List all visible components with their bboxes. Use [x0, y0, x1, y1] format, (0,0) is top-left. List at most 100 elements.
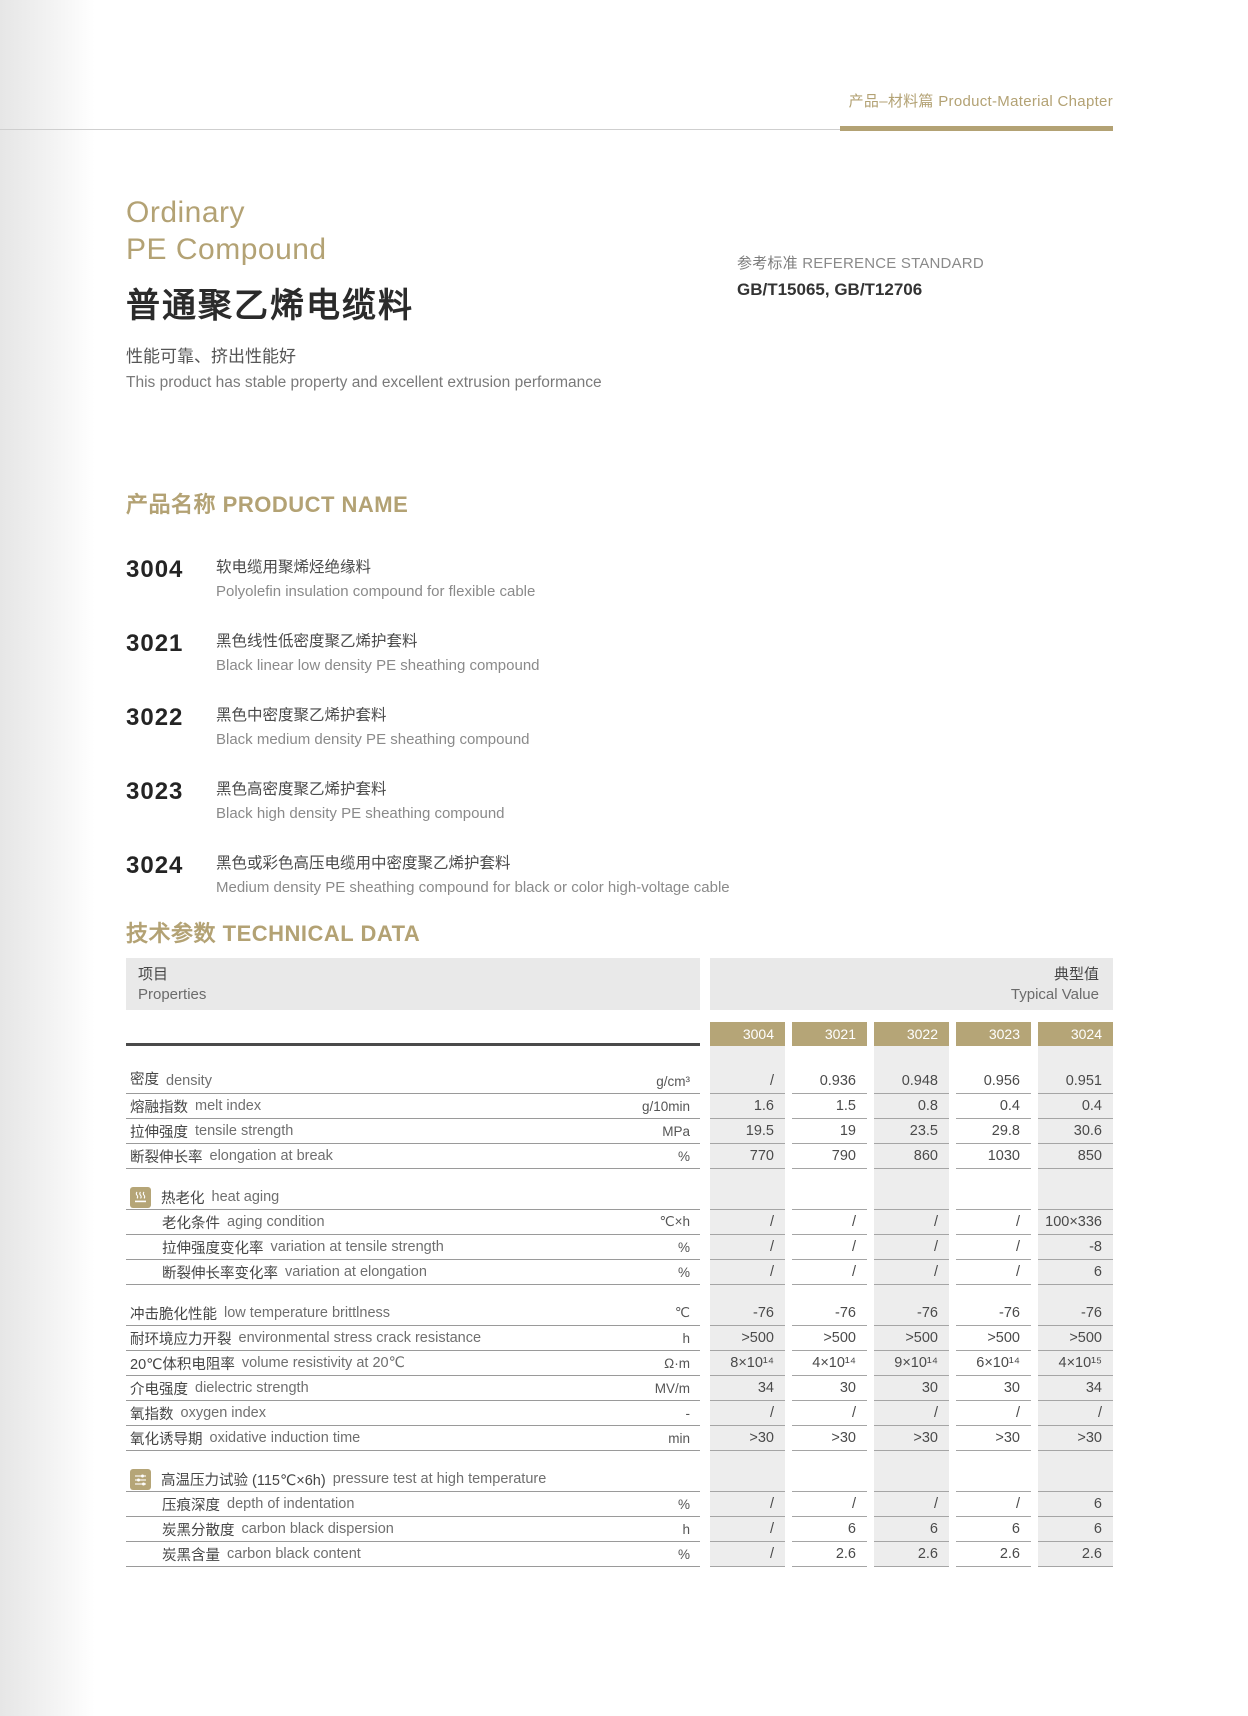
row-label-en: pressure test at high temperature — [332, 1471, 547, 1487]
row-values: /0.936 0.948 0.956 0.951 — [710, 1046, 1113, 1094]
value-cell-3024: 100×336 — [1038, 1210, 1113, 1235]
title-block: Ordinary PE Compound 普通聚乙烯电缆料 — [126, 194, 414, 327]
row-label-cell: 拉伸强度 tensile strength MPa — [126, 1119, 700, 1144]
value-cell-3024: -76 — [1038, 1301, 1113, 1326]
row-label-en: elongation at break — [209, 1148, 333, 1164]
row-label-zh: 高温压力试验 (115℃×6h) — [161, 1472, 326, 1489]
row-values: / / / / 6 — [710, 1260, 1113, 1285]
column-header-3021: 3021 — [792, 1022, 867, 1046]
value-cell-3004: / — [710, 1210, 785, 1235]
product-code: 3022 — [126, 704, 184, 731]
value-cell-3024: 0.4 — [1038, 1094, 1113, 1119]
value-cell-3021: / — [792, 1260, 867, 1285]
value-cell-3004: / — [710, 1542, 785, 1567]
row-label-cell: 压痕深度 depth of indentation% — [126, 1492, 700, 1517]
product-description-en: Medium density PE sheathing compound for… — [216, 879, 730, 896]
value-cell-3004: 1.6 — [710, 1094, 785, 1119]
row-values: >500 >500 >500 >500 >500 — [710, 1326, 1113, 1351]
value-cell-3024: 4×10¹⁵ — [1038, 1351, 1113, 1376]
technical-data-table: 密度 density g/cm³/0.936 0.948 0.956 0.951 熔融指数 m… — [126, 1046, 1113, 1567]
row-label-cell: 氧指数 oxygen index - — [126, 1401, 700, 1426]
technical-heading-en: TECHNICAL DATA — [222, 921, 421, 946]
product-list-item: 3024 黑色或彩色高压电缆用中密度聚乙烯护套料 Medium density PE… — [126, 851, 1046, 901]
table-row: 熔融指数 melt index g/10min 1.6 1.5 0.8 0.4 0.4 — [126, 1094, 1113, 1119]
chapter-label: 产品–材料篇 Product-Material Chapter — [849, 90, 1113, 111]
value-cell-3022: / — [874, 1260, 949, 1285]
row-unit: ℃ — [674, 1305, 690, 1320]
value-cell-3004 — [710, 1185, 785, 1210]
table-header-divider — [126, 1043, 700, 1046]
value-cell-3023: 6 — [956, 1517, 1031, 1542]
value-cell-3022: 6 — [874, 1517, 949, 1542]
value-cell-3024: -8 — [1038, 1235, 1113, 1260]
value-cell-3004 — [710, 1467, 785, 1492]
page-title-en: Ordinary PE Compound — [126, 194, 414, 268]
row-label-en: volume resistivity at 20℃ — [241, 1355, 405, 1371]
title-line1: Ordinary — [126, 196, 246, 229]
reference-standard-value: GB/T15065, GB/T12706 — [737, 280, 923, 299]
value-cell-3022: / — [874, 1210, 949, 1235]
value-cell-3022: 0.8 — [874, 1094, 949, 1119]
product-description-en: Black high density PE sheathing compound — [216, 805, 505, 822]
table-section-row: 热老化 heat aging — [126, 1185, 1113, 1210]
product-description-zh: 黑色或彩色高压电缆用中密度聚乙烯护套料 — [216, 855, 511, 872]
value-cell-3004: / — [710, 1401, 785, 1426]
product-description: 黑色中密度聚乙烯护套料 Black medium density PE sheat… — [216, 703, 530, 753]
value-cell-3023 — [956, 1185, 1031, 1210]
table-row: 介电强度 dielectric strength MV/m 34 30 30 30 34 — [126, 1376, 1113, 1401]
row-values: 1.6 1.5 0.8 0.4 0.4 — [710, 1094, 1113, 1119]
value-cell-3024: 6 — [1038, 1492, 1113, 1517]
row-label-zh: 炭黑含量 — [162, 1547, 220, 1564]
value-cell-3021: 790 — [792, 1144, 867, 1169]
row-label-zh: 氧指数 — [130, 1406, 174, 1423]
table-row: 氧指数 oxygen index - / / / / / — [126, 1401, 1113, 1426]
value-cell-3022: 2.6 — [874, 1542, 949, 1567]
row-label-en: variation at tensile strength — [270, 1239, 444, 1255]
row-unit: ℃×h — [659, 1214, 690, 1229]
row-values: / / / / -8 — [710, 1235, 1113, 1260]
value-cell-3022: -76 — [874, 1301, 949, 1326]
row-unit: g/10min — [641, 1098, 690, 1114]
value-cell-3023 — [956, 1467, 1031, 1492]
value-cell-3004: / — [710, 1046, 785, 1094]
row-unit: % — [677, 1496, 690, 1512]
value-cell-3004: / — [710, 1492, 785, 1517]
properties-header-zh: 项目 — [138, 966, 169, 983]
row-unit: - — [685, 1405, 691, 1421]
row-label-en: environmental stress crack resistance — [238, 1330, 482, 1346]
row-label-cell: 高温压力试验 (115℃×6h) pressure test at high te… — [126, 1467, 700, 1492]
technical-data-heading: 技术参数 TECHNICAL DATA — [126, 916, 420, 948]
row-unit: g/cm³ — [656, 1074, 690, 1089]
page-title-zh: 普通聚乙烯电缆料 — [126, 287, 414, 325]
row-label-cell: 断裂伸长率 elongation at break% — [126, 1144, 700, 1169]
pressure-icon — [130, 1468, 151, 1490]
properties-header-cell: 项目 Properties — [126, 958, 700, 1010]
product-description: 黑色高密度聚乙烯护套料 Black high density PE sheathi… — [216, 777, 505, 827]
row-label-cell: 熔融指数 melt index g/10min — [126, 1094, 700, 1119]
row-label-zh: 老化条件 — [162, 1215, 220, 1232]
row-values: -76 -76 -76 -76 -76 — [710, 1301, 1113, 1326]
product-code: 3023 — [126, 778, 184, 805]
tagline-zh: 性能可靠、挤出性能好 — [126, 347, 296, 366]
value-cell-3023: 0.4 — [956, 1094, 1031, 1119]
table-row: 氧化诱导期 oxidative induction time min >30 >30 >3… — [126, 1426, 1113, 1451]
row-label-en: depth of indentation — [227, 1496, 355, 1512]
product-heading-en: PRODUCT NAME — [222, 492, 409, 517]
column-stripe — [1038, 1046, 1113, 1567]
table-row: 拉伸强度 tensile strength MPa 19.5 19 23.5 29.8 30.… — [126, 1119, 1113, 1144]
typical-value-header-cell: 典型值 Typical Value — [710, 958, 1113, 1010]
product-description-en: Polyolefin insulation compound for flexi… — [216, 583, 536, 600]
value-cell-3022: >500 — [874, 1326, 949, 1351]
value-cell-3024 — [1038, 1185, 1113, 1210]
row-label-zh: 拉伸强度变化率 — [162, 1240, 264, 1257]
value-cell-3021: / — [792, 1235, 867, 1260]
value-cell-3022 — [874, 1467, 949, 1492]
product-code: 3021 — [126, 630, 184, 657]
value-cell-3023: / — [956, 1235, 1031, 1260]
product-code: 3024 — [126, 852, 184, 879]
row-values: / / / / 100×336 — [710, 1210, 1113, 1235]
table-row: 拉伸强度变化率 variation at tensile strength% / / /… — [126, 1235, 1113, 1260]
value-cell-3004: >500 — [710, 1326, 785, 1351]
value-cell-3004: 770 — [710, 1144, 785, 1169]
column-header-3022: 3022 — [874, 1022, 949, 1046]
